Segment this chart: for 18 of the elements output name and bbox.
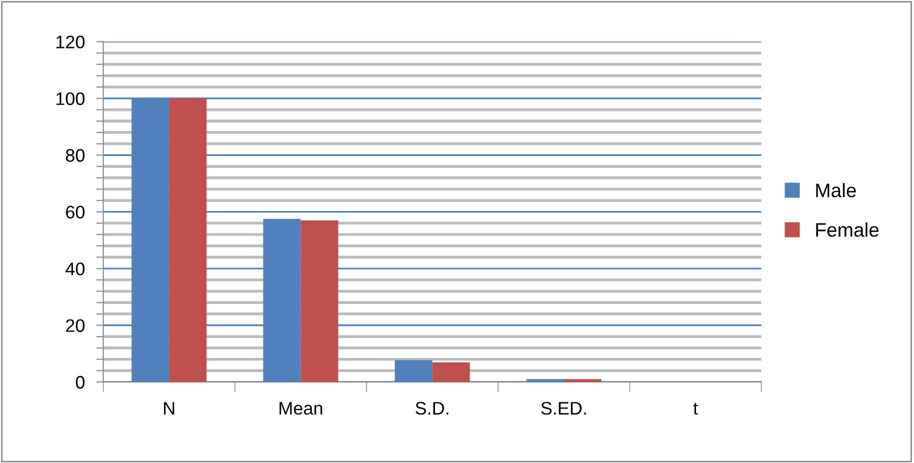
y-tick-label: 0 [76,376,85,389]
y-tick-label: 100 [56,92,85,106]
y-tick-label: 80 [66,149,85,162]
x-tick-label: t [693,402,698,415]
x-tick-label: Mean [280,402,322,415]
bar [300,220,338,382]
y-tick-label: 40 [66,262,85,276]
x-tick-label: S.ED. [541,402,586,415]
x-tick-label: N [164,402,174,415]
y-tick-label: 60 [66,206,85,219]
bar [564,379,602,382]
legend-label: Male [816,183,856,198]
bar [432,362,470,382]
legend-label: Female [816,222,879,237]
y-tick-label: 120 [56,36,85,48]
bar [169,98,207,382]
y-tick-label: 20 [66,319,85,332]
x-tick-label: S.D. [416,402,448,415]
